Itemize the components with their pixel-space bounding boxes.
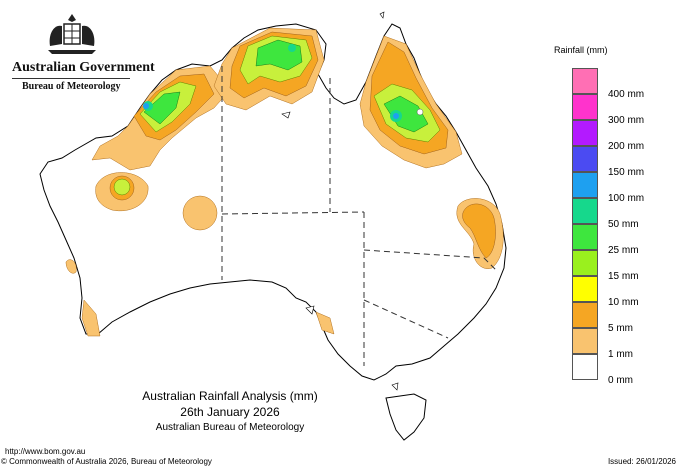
legend-label: 25 mm (608, 245, 639, 256)
issued-date: Issued: 26/01/2026 (607, 457, 676, 466)
rain-50mm-plus (143, 44, 424, 122)
legend-swatch-0 (572, 68, 598, 94)
legend-swatch-3 (572, 146, 598, 172)
legend-swatch-9 (572, 302, 598, 328)
tasmania (385, 393, 427, 441)
legend-swatch-6 (572, 224, 598, 250)
legend-label: 5 mm (608, 323, 633, 334)
legend-swatch-8 (572, 276, 598, 302)
legend-swatch-5 (572, 198, 598, 224)
legend-swatch-11 (572, 354, 598, 380)
legend-swatch-2 (572, 120, 598, 146)
government-title: Australian Government (12, 60, 155, 75)
legend-label: 300 mm (608, 115, 645, 126)
header-divider (12, 78, 130, 79)
legend-swatch-7 (572, 250, 598, 276)
copyright-text: © Commonwealth of Australia 2026, Bureau… (1, 457, 212, 466)
agency-title: Bureau of Meteorology (22, 81, 121, 92)
legend-label: 400 mm (608, 89, 645, 100)
legend-label: 0 mm (608, 375, 633, 386)
islands (281, 11, 399, 391)
map-source: Australian Bureau of Meteorology (155, 422, 305, 433)
map-title: Australian Rainfall Analysis (mm) (142, 389, 318, 403)
legend-label: 10 mm (608, 297, 639, 308)
legend-label: 150 mm (608, 167, 645, 178)
legend-label: 15 mm (608, 271, 639, 282)
legend-label: 200 mm (608, 141, 645, 152)
legend-swatch-1 (572, 94, 598, 120)
map-date: 26th January 2026 (180, 405, 280, 419)
legend-label: 1 mm (608, 349, 633, 360)
legend-label: 50 mm (608, 219, 639, 230)
coat-of-arms-icon (48, 14, 96, 54)
state-borders (221, 66, 497, 366)
legend-swatch-10 (572, 328, 598, 354)
legend-title: Rainfall (mm) (554, 45, 608, 55)
bom-url-link[interactable]: http://www.bom.gov.au (5, 447, 86, 456)
legend-swatch-4 (572, 172, 598, 198)
legend-label: 100 mm (608, 193, 645, 204)
